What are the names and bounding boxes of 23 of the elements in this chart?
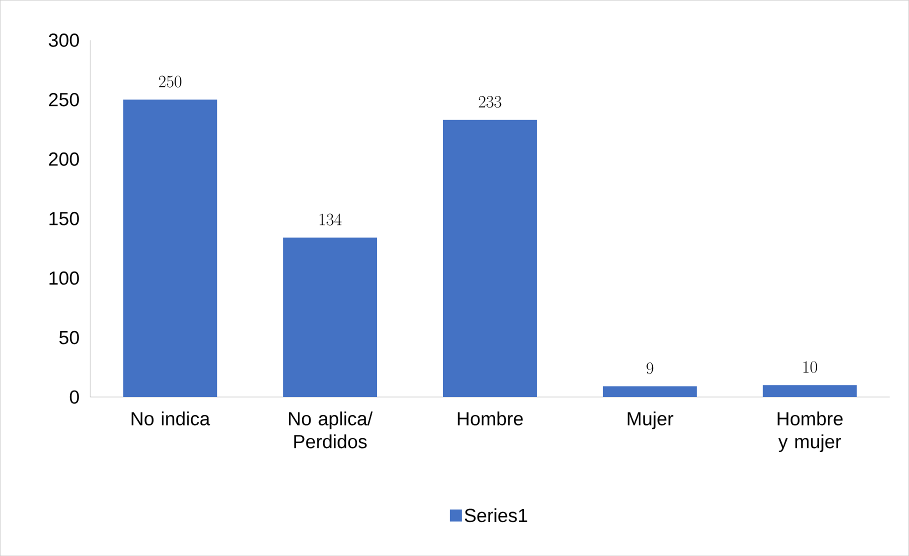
bar <box>762 385 857 397</box>
data-label: 233 <box>478 96 502 108</box>
bar <box>602 386 697 397</box>
x-tick-label: Hombre <box>458 411 523 426</box>
x-tick-label: No aplica/ Perdidos <box>289 411 373 448</box>
bar <box>123 100 218 397</box>
bar <box>283 238 378 397</box>
legend-label: Series1 <box>464 508 528 522</box>
y-tick-label: 0 <box>70 390 79 404</box>
x-tick-label: Hombre y mujer <box>778 411 843 452</box>
y-tick-label: 200 <box>49 152 79 166</box>
y-tick-label: 300 <box>48 33 79 47</box>
data-label: 250 <box>159 76 182 88</box>
x-tick-label: No indica <box>132 411 210 426</box>
bar <box>443 120 537 397</box>
data-label: 134 <box>320 214 342 226</box>
y-tick-label: 50 <box>59 330 79 344</box>
y-tick-label: 250 <box>49 92 79 106</box>
y-tick-label: 150 <box>50 212 79 226</box>
data-label: 10 <box>803 361 818 373</box>
y-tick-label: 100 <box>50 271 79 285</box>
data-label: 9 <box>646 362 654 374</box>
x-tick-label: Mujer <box>628 411 674 430</box>
